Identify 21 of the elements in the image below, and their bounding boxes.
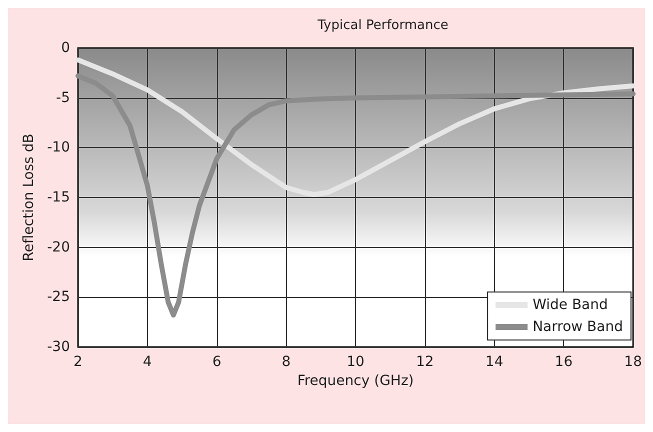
x-tick-label: 10 (346, 354, 364, 370)
x-tick-label: 8 (282, 354, 291, 370)
y-tick-label: -25 (47, 289, 70, 306)
y-tick-label: -5 (56, 90, 70, 106)
legend-label: Narrow Band (532, 319, 624, 335)
x-tick-label: 4 (142, 354, 152, 370)
x-tick-label: 18 (624, 354, 642, 370)
y-tick-label: -20 (47, 239, 70, 256)
chart-title: Typical Performance (316, 18, 448, 33)
legend-label: Wide Band (532, 297, 608, 313)
y-tick-label: -10 (47, 140, 70, 156)
x-axis-title: Frequency (GHz) (297, 372, 414, 389)
x-tick-label: 6 (212, 354, 222, 370)
x-tick-label: 12 (416, 354, 434, 370)
x-tick-label: 14 (485, 354, 504, 370)
y-tick-label: -30 (47, 339, 70, 355)
y-tick-label: 0 (61, 40, 70, 56)
x-tick-label: 16 (554, 354, 573, 370)
y-tick-label: -15 (47, 190, 70, 206)
y-axis-title: Reflection Loss dB (21, 134, 37, 262)
x-tick-label: 2 (74, 354, 82, 370)
